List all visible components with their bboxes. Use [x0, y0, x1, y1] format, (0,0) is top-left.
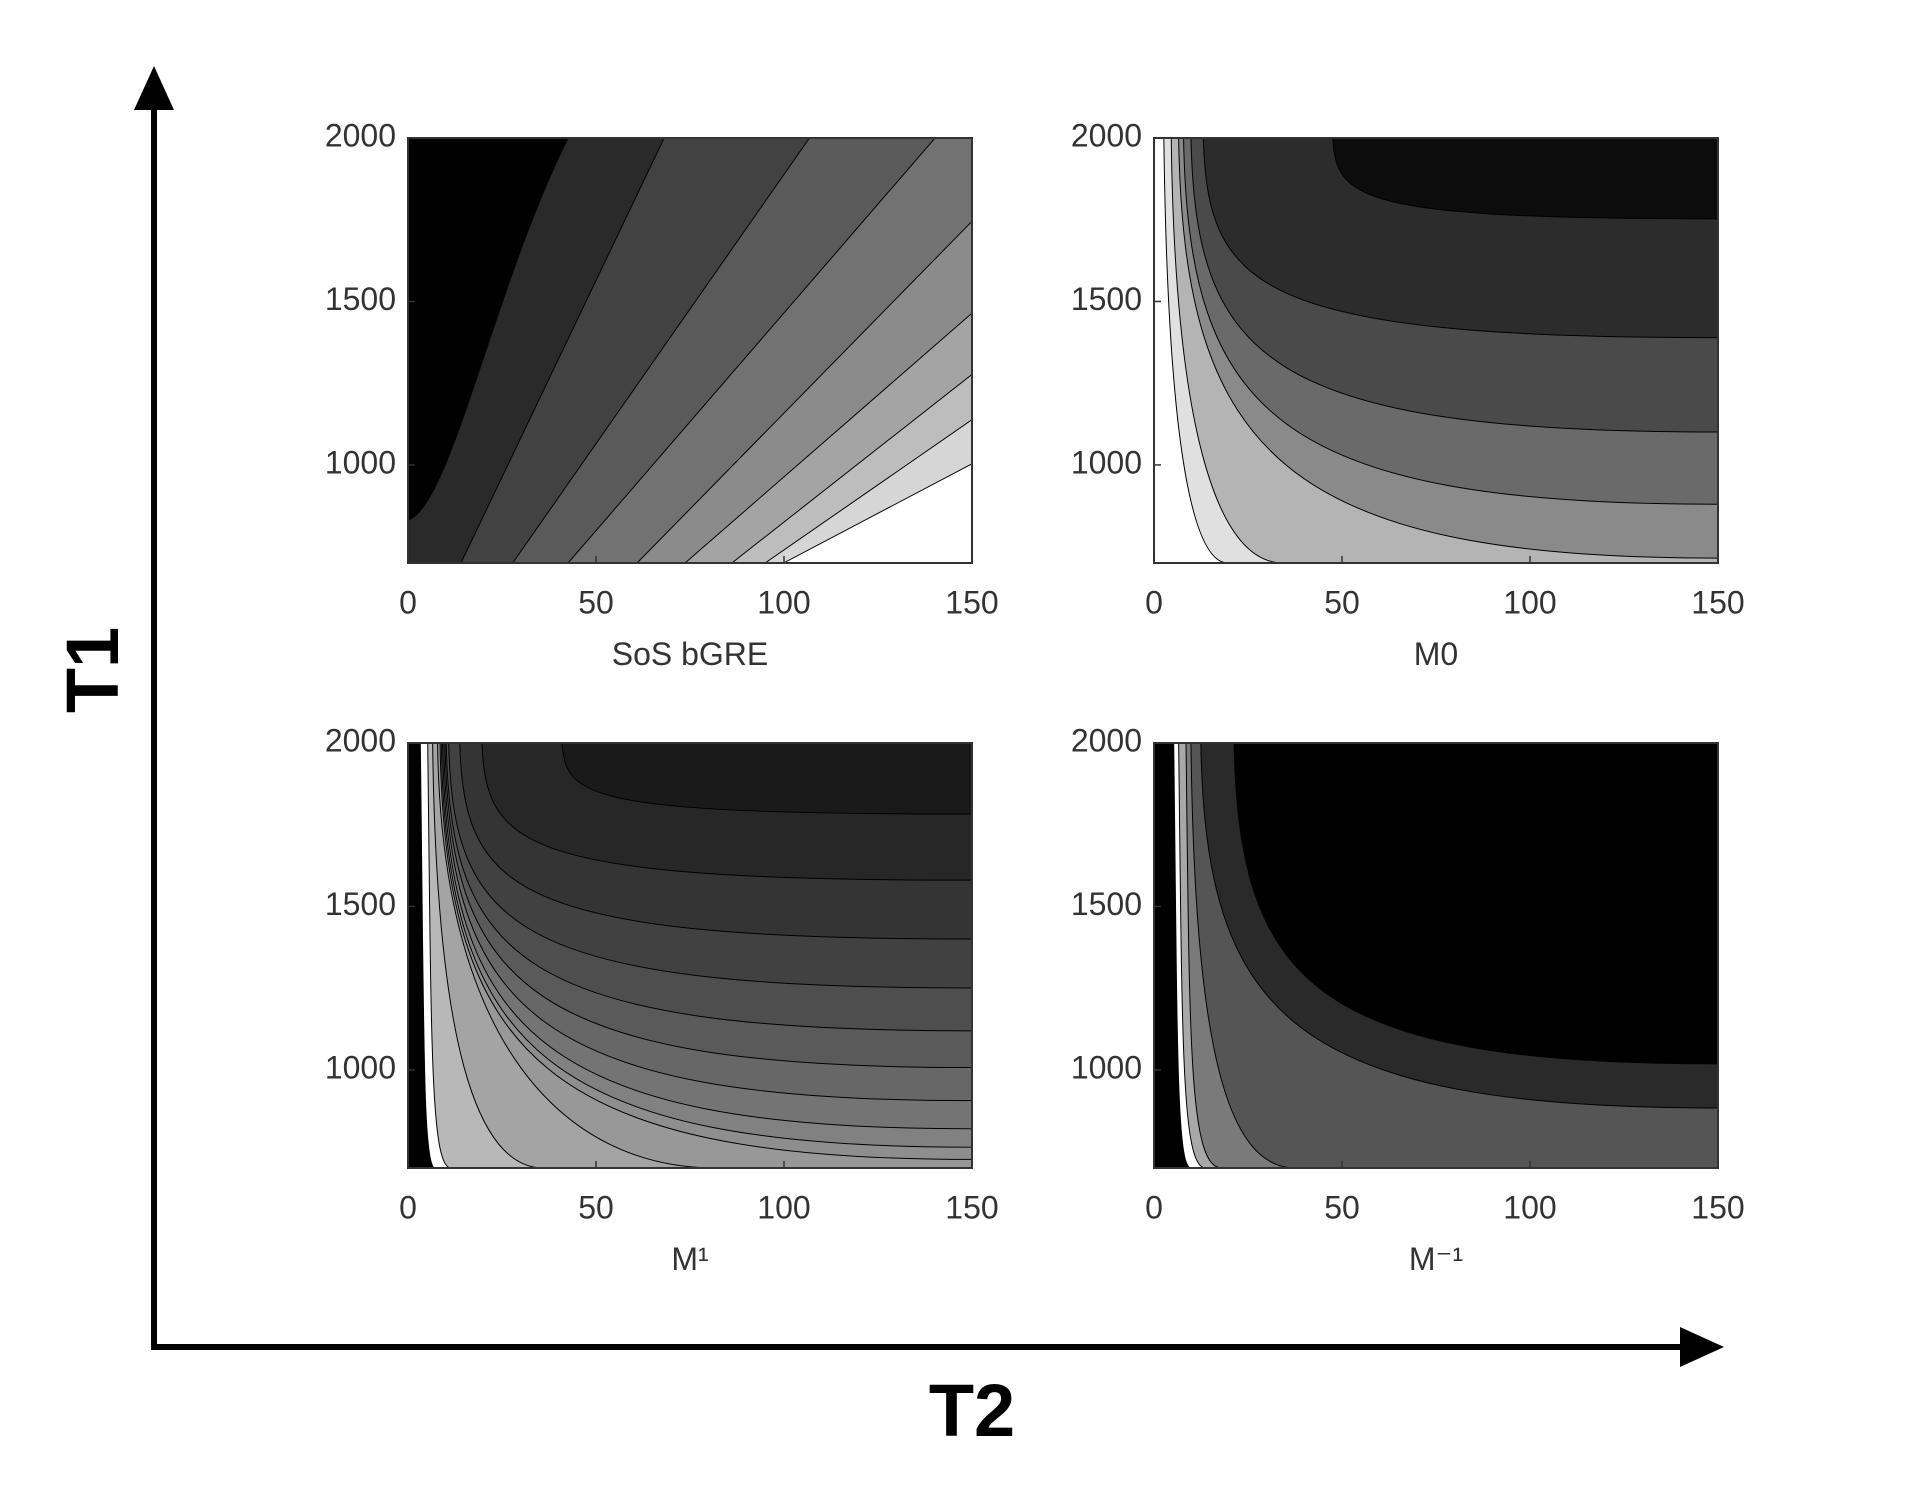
plot-frame	[407, 137, 973, 564]
contour-plot	[408, 743, 972, 1168]
y-tick-label: 2000	[1071, 722, 1142, 758]
x-tick-label: 50	[1324, 584, 1360, 620]
y-tick-label: 1000	[325, 1049, 396, 1085]
x-arrow-head	[1680, 1327, 1724, 1367]
x-tick-label: 150	[1691, 1189, 1744, 1225]
x-tick-label: 0	[399, 584, 417, 620]
x-tick-label: 0	[1145, 1189, 1163, 1225]
x-tick-label: 50	[1324, 1189, 1360, 1225]
x-tick-label: 150	[945, 584, 998, 620]
plot-frame	[1153, 137, 1719, 564]
x-axis-title: M¹	[671, 1241, 708, 1277]
x-axis-title: SoS bGRE	[612, 636, 769, 672]
y-tick-label: 1500	[325, 281, 396, 317]
y-tick-label: 2000	[325, 722, 396, 758]
x-tick-label: 0	[1145, 584, 1163, 620]
plot-frame	[407, 742, 973, 1169]
x-axis-label: T2	[929, 1369, 1015, 1452]
x-tick-label: 150	[945, 1189, 998, 1225]
contour-region	[1233, 743, 1718, 1065]
x-tick-label: 0	[399, 1189, 417, 1225]
y-tick-label: 2000	[1071, 117, 1142, 153]
x-axis-title: M⁻¹	[1409, 1241, 1463, 1277]
contour-plot	[1154, 138, 1718, 563]
y-tick-label: 1000	[1071, 1049, 1142, 1085]
y-axis-label: T1	[51, 627, 134, 713]
x-tick-label: 100	[1503, 584, 1556, 620]
y-arrow-head	[134, 66, 174, 110]
x-tick-label: 100	[1503, 1189, 1556, 1225]
y-tick-label: 1500	[1071, 281, 1142, 317]
contour-region	[561, 743, 972, 815]
contour-region	[1332, 138, 1718, 220]
y-tick-label: 2000	[325, 117, 396, 153]
plot-frame	[1153, 742, 1719, 1169]
x-tick-label: 100	[757, 1189, 810, 1225]
contour-region	[408, 138, 569, 521]
y-tick-label: 1000	[325, 444, 396, 480]
contour-plot	[408, 138, 972, 563]
y-tick-label: 1000	[1071, 444, 1142, 480]
y-tick-label: 1500	[1071, 886, 1142, 922]
y-tick-label: 1500	[325, 886, 396, 922]
x-tick-label: 50	[578, 1189, 614, 1225]
contour-plot	[1154, 743, 1718, 1168]
x-tick-label: 150	[1691, 584, 1744, 620]
x-axis-title: M0	[1414, 636, 1458, 672]
x-tick-label: 50	[578, 584, 614, 620]
x-tick-label: 100	[757, 584, 810, 620]
